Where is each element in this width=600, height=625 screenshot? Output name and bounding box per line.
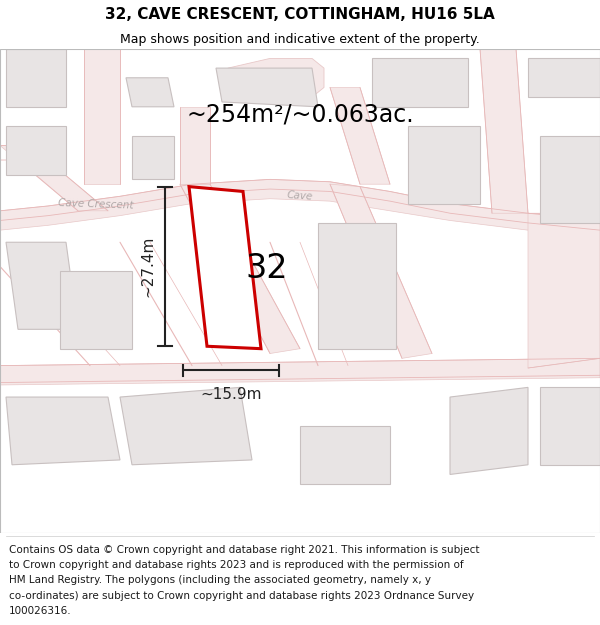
Polygon shape bbox=[126, 78, 174, 107]
Text: 32: 32 bbox=[245, 252, 289, 285]
Polygon shape bbox=[372, 58, 468, 107]
Polygon shape bbox=[0, 146, 108, 211]
Polygon shape bbox=[300, 426, 390, 484]
Polygon shape bbox=[84, 49, 120, 184]
Polygon shape bbox=[189, 187, 261, 349]
Polygon shape bbox=[0, 358, 600, 385]
Polygon shape bbox=[0, 49, 600, 532]
Polygon shape bbox=[408, 126, 480, 204]
Polygon shape bbox=[6, 397, 120, 465]
Text: ~254m²/~0.063ac.: ~254m²/~0.063ac. bbox=[186, 102, 414, 126]
Text: HM Land Registry. The polygons (including the associated geometry, namely x, y: HM Land Registry. The polygons (includin… bbox=[9, 576, 431, 586]
Polygon shape bbox=[0, 179, 600, 238]
Polygon shape bbox=[228, 58, 324, 97]
Polygon shape bbox=[528, 58, 600, 97]
Polygon shape bbox=[180, 107, 210, 184]
Text: Cave Crescent: Cave Crescent bbox=[58, 198, 134, 211]
Text: Contains OS data © Crown copyright and database right 2021. This information is : Contains OS data © Crown copyright and d… bbox=[9, 544, 479, 554]
Polygon shape bbox=[480, 49, 528, 213]
Polygon shape bbox=[180, 184, 300, 354]
Text: co-ordinates) are subject to Crown copyright and database rights 2023 Ordnance S: co-ordinates) are subject to Crown copyr… bbox=[9, 591, 474, 601]
Polygon shape bbox=[120, 388, 252, 465]
Polygon shape bbox=[540, 136, 600, 223]
Polygon shape bbox=[6, 49, 66, 107]
Polygon shape bbox=[330, 184, 432, 358]
Text: ~15.9m: ~15.9m bbox=[200, 387, 262, 402]
Text: ~27.4m: ~27.4m bbox=[141, 236, 156, 297]
Text: 100026316.: 100026316. bbox=[9, 606, 71, 616]
Polygon shape bbox=[450, 388, 528, 474]
Polygon shape bbox=[528, 213, 600, 368]
Polygon shape bbox=[318, 223, 396, 349]
Polygon shape bbox=[6, 126, 66, 174]
Text: 32, CAVE CRESCENT, COTTINGHAM, HU16 5LA: 32, CAVE CRESCENT, COTTINGHAM, HU16 5LA bbox=[105, 7, 495, 22]
Text: Map shows position and indicative extent of the property.: Map shows position and indicative extent… bbox=[120, 34, 480, 46]
Polygon shape bbox=[6, 242, 78, 329]
Polygon shape bbox=[60, 271, 132, 349]
Polygon shape bbox=[540, 388, 600, 465]
Text: Cave: Cave bbox=[287, 191, 313, 202]
Polygon shape bbox=[132, 136, 174, 179]
Polygon shape bbox=[330, 88, 390, 184]
Polygon shape bbox=[216, 68, 318, 107]
Text: to Crown copyright and database rights 2023 and is reproduced with the permissio: to Crown copyright and database rights 2… bbox=[9, 560, 464, 570]
